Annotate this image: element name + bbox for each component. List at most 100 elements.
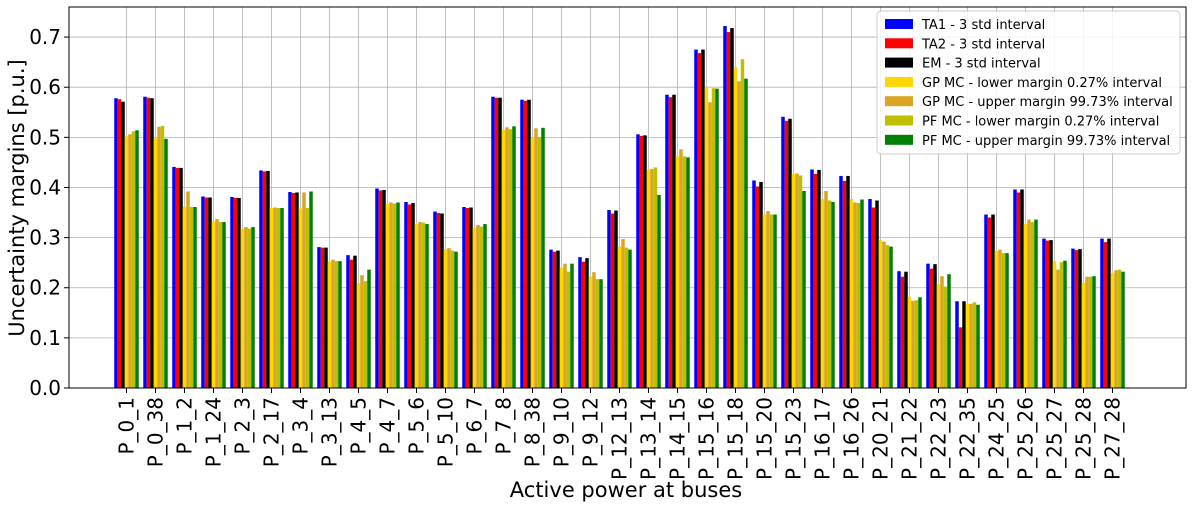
bar — [897, 271, 901, 388]
x-tick-label: P_5_10 — [434, 397, 458, 467]
bar — [128, 134, 132, 388]
bar — [1056, 269, 1060, 388]
bar — [592, 272, 596, 388]
x-tick-label: P_1_2 — [173, 397, 197, 455]
bar — [404, 202, 408, 388]
bar — [791, 173, 796, 388]
legend-label: PF MC - lower margin 0.27% interval — [922, 115, 1159, 130]
bar — [440, 213, 444, 388]
bar — [117, 99, 122, 389]
bar — [367, 269, 371, 388]
bar — [273, 207, 277, 388]
bar — [624, 247, 629, 388]
bar — [965, 303, 970, 388]
x-tick-label: P_4_7 — [376, 397, 400, 455]
bar — [599, 279, 603, 388]
bar — [479, 226, 484, 388]
bar — [512, 126, 516, 388]
bar — [672, 94, 676, 389]
series-group — [135, 78, 1125, 389]
bar — [697, 53, 702, 388]
bar — [581, 261, 586, 388]
bar — [1013, 189, 1017, 388]
bar — [552, 251, 557, 388]
bar — [1107, 238, 1111, 388]
bar — [411, 203, 415, 388]
bar — [984, 214, 988, 388]
bar — [744, 78, 748, 388]
bar — [472, 228, 477, 388]
bar — [889, 246, 893, 388]
bar — [189, 207, 194, 388]
legend-swatch — [885, 38, 913, 49]
x-tick-label: P_16_17 — [811, 397, 835, 480]
bar — [476, 225, 480, 388]
bar — [418, 222, 422, 388]
bar — [556, 250, 560, 388]
bar — [276, 208, 281, 388]
bar — [878, 240, 883, 388]
bar — [305, 208, 310, 388]
bar — [769, 214, 774, 388]
bar — [802, 190, 806, 388]
bar — [508, 129, 513, 389]
legend-label: GP MC - upper margin 99.73% interval — [922, 95, 1173, 110]
legend-swatch — [885, 96, 913, 107]
bar — [929, 268, 934, 388]
bar — [940, 276, 944, 388]
bar — [288, 191, 292, 388]
bar — [491, 96, 495, 388]
x-tick-label: P_7_8 — [492, 397, 516, 455]
bar — [646, 169, 651, 388]
bar — [911, 300, 915, 388]
x-tick-label: P_3_4 — [289, 397, 313, 455]
bar — [653, 167, 658, 388]
y-axis-ticks: 0.0 0.1 0.2 0.3 0.4 0.5 0.6 0.7 — [29, 25, 69, 400]
bar — [157, 126, 161, 388]
y-tick-label: 0.6 — [29, 75, 61, 99]
bar — [320, 247, 325, 388]
bar — [450, 250, 455, 388]
bar — [1052, 261, 1057, 388]
bar — [414, 224, 419, 388]
bar — [1030, 222, 1035, 388]
series-group — [114, 26, 1104, 389]
bar — [559, 267, 564, 388]
bar — [871, 207, 876, 388]
x-axis-label: Active power at buses — [510, 478, 742, 502]
bar — [356, 283, 361, 388]
bar — [1074, 250, 1079, 388]
bar — [817, 169, 821, 388]
x-tick-label: P_6_7 — [463, 397, 487, 455]
bar — [324, 247, 328, 388]
x-tick-label: P_13_14 — [637, 397, 661, 480]
bar — [164, 138, 168, 388]
bar — [733, 67, 738, 388]
bar — [563, 263, 567, 388]
bar — [781, 116, 785, 389]
legend-label: PF MC - upper margin 99.73% interval — [922, 134, 1170, 149]
bar — [994, 250, 999, 388]
bar — [498, 97, 502, 388]
bar — [701, 49, 705, 388]
bar — [375, 188, 379, 388]
bar — [759, 181, 763, 388]
bar — [378, 190, 383, 388]
bar — [143, 96, 147, 388]
bar — [530, 138, 535, 388]
bar — [269, 208, 274, 388]
bar — [462, 207, 466, 388]
bar — [665, 94, 669, 389]
bar — [1103, 242, 1108, 388]
x-tick-label: P_2_3 — [231, 397, 255, 455]
bar — [520, 99, 524, 389]
x-tick-label: P_0_38 — [144, 397, 168, 467]
bar — [215, 219, 219, 388]
x-tick-label: P_22_23 — [927, 397, 951, 480]
bar — [433, 211, 437, 388]
legend: TA1 - 3 std interval TA2 - 3 std interval… — [876, 10, 1181, 155]
legend-box — [876, 10, 1181, 155]
bar — [1063, 260, 1067, 388]
bar — [259, 170, 263, 388]
